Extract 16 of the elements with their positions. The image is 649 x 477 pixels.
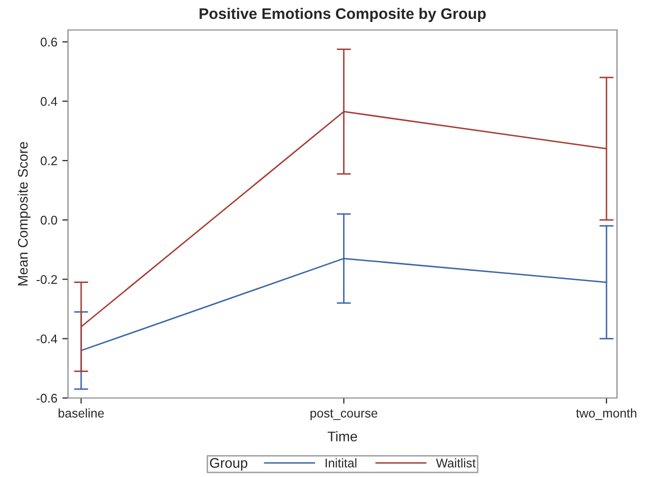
y-tick-label: 0.6 bbox=[40, 38, 58, 47]
chart-title: Positive Emotions Composite by Group bbox=[200, 8, 486, 22]
x-tick-label: baseline bbox=[58, 408, 104, 418]
y-tick-label: -0.4 bbox=[36, 334, 58, 344]
y-tick-label: -0.6 bbox=[36, 394, 58, 403]
legend-label: Initital bbox=[326, 458, 356, 468]
legend-label: Waitlist bbox=[436, 458, 476, 468]
x-tick-label: two_month bbox=[576, 408, 636, 420]
legend-title: Group bbox=[210, 458, 248, 471]
y-tick-label: -0.2 bbox=[36, 275, 57, 284]
y-tick-label: 0.4 bbox=[40, 97, 58, 106]
y-axis-title: Mean Composite Score bbox=[18, 142, 30, 286]
y-tick-label: 0.2 bbox=[40, 156, 57, 166]
y-tick-label: 0.0 bbox=[40, 216, 58, 225]
x-axis-title: Time bbox=[328, 431, 358, 442]
x-tick-label: post_course bbox=[310, 409, 378, 420]
